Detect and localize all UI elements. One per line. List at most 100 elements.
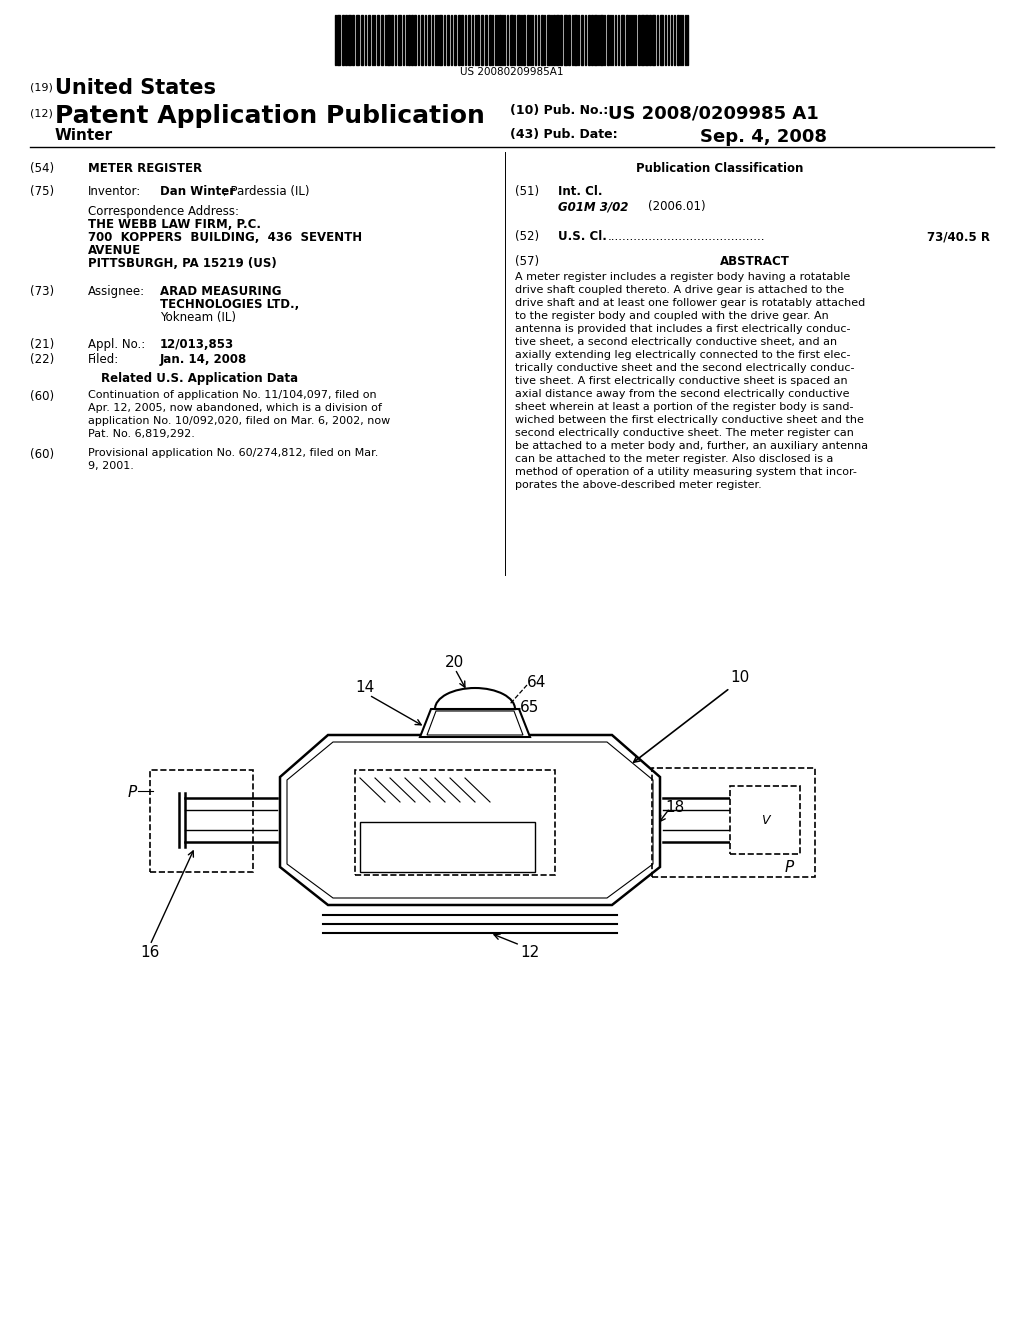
Text: U.S. Cl.: U.S. Cl. xyxy=(558,230,607,243)
Text: be attached to a meter body and, further, an auxiliary antenna: be attached to a meter body and, further… xyxy=(515,441,868,451)
Text: (51): (51) xyxy=(515,185,539,198)
Text: porates the above-described meter register.: porates the above-described meter regist… xyxy=(515,480,762,490)
Text: (2006.01): (2006.01) xyxy=(648,201,706,213)
Bar xyxy=(337,15,340,65)
Text: Winter: Winter xyxy=(55,128,113,143)
Polygon shape xyxy=(420,709,530,737)
Bar xyxy=(600,15,603,65)
Text: P: P xyxy=(128,785,137,800)
Text: trically conductive sheet and the second electrically conduc-: trically conductive sheet and the second… xyxy=(515,363,854,374)
Text: Filed:: Filed: xyxy=(88,352,119,366)
Text: Patent Application Publication: Patent Application Publication xyxy=(55,104,485,128)
Text: 12/013,853: 12/013,853 xyxy=(160,338,234,351)
Text: (10) Pub. No.:: (10) Pub. No.: xyxy=(510,104,608,117)
Text: (60): (60) xyxy=(30,389,54,403)
Text: METER REGISTER: METER REGISTER xyxy=(88,162,202,176)
Bar xyxy=(652,15,655,65)
Text: sheet wherein at least a portion of the register body is sand-: sheet wherein at least a portion of the … xyxy=(515,403,853,412)
Text: (54): (54) xyxy=(30,162,54,176)
Bar xyxy=(626,15,628,65)
Bar xyxy=(591,15,593,65)
Text: axially extending leg electrically connected to the first elec-: axially extending leg electrically conne… xyxy=(515,350,851,360)
Bar xyxy=(607,15,609,65)
Bar xyxy=(477,15,479,65)
Text: (43) Pub. Date:: (43) Pub. Date: xyxy=(510,128,617,141)
Bar xyxy=(677,15,679,65)
Bar xyxy=(568,15,570,65)
Text: 20: 20 xyxy=(445,655,464,671)
Text: PITTSBURGH, PA 15219 (US): PITTSBURGH, PA 15219 (US) xyxy=(88,257,276,271)
Text: (73): (73) xyxy=(30,285,54,298)
Bar xyxy=(499,15,501,65)
Bar xyxy=(360,822,535,873)
Bar xyxy=(730,785,800,854)
Bar xyxy=(411,15,413,65)
Text: (12): (12) xyxy=(30,108,53,117)
Text: 65: 65 xyxy=(520,700,540,715)
Bar xyxy=(447,15,449,65)
Bar xyxy=(391,15,393,65)
Text: 12: 12 xyxy=(520,945,540,960)
Text: A meter register includes a register body having a rotatable: A meter register includes a register bod… xyxy=(515,272,850,282)
Text: drive shaft and at least one follower gear is rotatably attached: drive shaft and at least one follower ge… xyxy=(515,298,865,308)
Bar xyxy=(641,15,644,65)
Text: Publication Classification: Publication Classification xyxy=(636,162,804,176)
Text: tive sheet. A first electrically conductive sheet is spaced an: tive sheet. A first electrically conduct… xyxy=(515,376,848,385)
Text: ARAD MEASURING: ARAD MEASURING xyxy=(160,285,282,298)
Bar xyxy=(342,15,344,65)
Text: Jan. 14, 2008: Jan. 14, 2008 xyxy=(160,352,247,366)
Bar xyxy=(421,15,423,65)
Bar xyxy=(588,15,590,65)
Bar xyxy=(489,15,490,65)
Text: United States: United States xyxy=(55,78,216,98)
Bar xyxy=(660,15,663,65)
Text: method of operation of a utility measuring system that incor-: method of operation of a utility measuri… xyxy=(515,467,857,477)
Text: (22): (22) xyxy=(30,352,54,366)
Bar xyxy=(468,15,470,65)
Bar xyxy=(523,15,525,65)
Bar xyxy=(547,15,550,65)
Text: can be attached to the meter register. Also disclosed is a: can be attached to the meter register. A… xyxy=(515,454,834,465)
Text: Correspondence Address:: Correspondence Address: xyxy=(88,205,239,218)
Bar xyxy=(564,15,567,65)
Bar xyxy=(527,15,529,65)
Bar xyxy=(408,15,410,65)
Text: application No. 10/092,020, filed on Mar. 6, 2002, now: application No. 10/092,020, filed on Mar… xyxy=(88,416,390,426)
Text: P: P xyxy=(785,861,795,875)
Bar xyxy=(348,15,351,65)
Text: (52): (52) xyxy=(515,230,539,243)
Text: tive sheet, a second electrically conductive sheet, and an: tive sheet, a second electrically conduc… xyxy=(515,337,838,347)
Text: (21): (21) xyxy=(30,338,54,351)
Text: (75): (75) xyxy=(30,185,54,198)
Text: (19): (19) xyxy=(30,83,53,92)
Bar xyxy=(381,15,383,65)
Text: (60): (60) xyxy=(30,447,54,461)
Bar xyxy=(439,15,442,65)
Bar xyxy=(541,15,543,65)
Bar xyxy=(428,15,430,65)
Text: 16: 16 xyxy=(140,945,160,960)
Bar xyxy=(574,15,577,65)
Text: Int. Cl.: Int. Cl. xyxy=(558,185,602,198)
Bar xyxy=(553,15,555,65)
Text: Pat. No. 6,819,292.: Pat. No. 6,819,292. xyxy=(88,429,195,440)
Text: 14: 14 xyxy=(355,680,374,696)
Text: 9, 2001.: 9, 2001. xyxy=(88,461,134,471)
Bar xyxy=(387,15,390,65)
Text: TECHNOLOGIES LTD.,: TECHNOLOGIES LTD., xyxy=(160,298,299,312)
Text: 10: 10 xyxy=(730,671,750,685)
Text: (57): (57) xyxy=(515,255,539,268)
Bar xyxy=(356,15,359,65)
Text: 64: 64 xyxy=(527,675,547,690)
Text: drive shaft coupled thereto. A drive gear is attached to the: drive shaft coupled thereto. A drive gea… xyxy=(515,285,844,294)
Text: Provisional application No. 60/274,812, filed on Mar.: Provisional application No. 60/274,812, … xyxy=(88,447,379,458)
Bar xyxy=(458,15,460,65)
Bar xyxy=(352,15,354,65)
Bar xyxy=(361,15,362,65)
Bar xyxy=(150,770,253,873)
Text: V: V xyxy=(761,813,769,826)
Bar xyxy=(510,15,513,65)
Bar xyxy=(461,15,463,65)
Text: 18: 18 xyxy=(665,800,684,814)
Text: to the register body and coupled with the drive gear. An: to the register body and coupled with th… xyxy=(515,312,828,321)
